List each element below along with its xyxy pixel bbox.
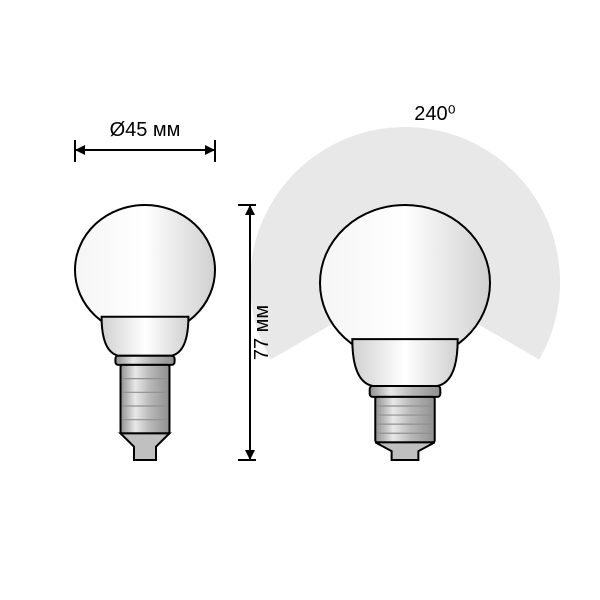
bulb-right: [320, 205, 490, 460]
tip: [121, 433, 170, 460]
beam-angle-label: 240⁰: [414, 103, 455, 125]
tip: [375, 442, 434, 460]
collar: [115, 356, 174, 365]
dim-width: Ø45 мм: [75, 119, 215, 162]
bulb-left: [75, 205, 215, 460]
screw-base: [121, 365, 170, 433]
collar: [370, 386, 441, 397]
dim-height-label: 77 мм: [251, 305, 273, 360]
screw-base: [375, 397, 434, 442]
neck: [102, 317, 189, 356]
globe: [75, 205, 215, 335]
globe: [320, 205, 490, 361]
dim-width-label: Ø45 мм: [110, 119, 181, 141]
neck: [352, 339, 457, 386]
